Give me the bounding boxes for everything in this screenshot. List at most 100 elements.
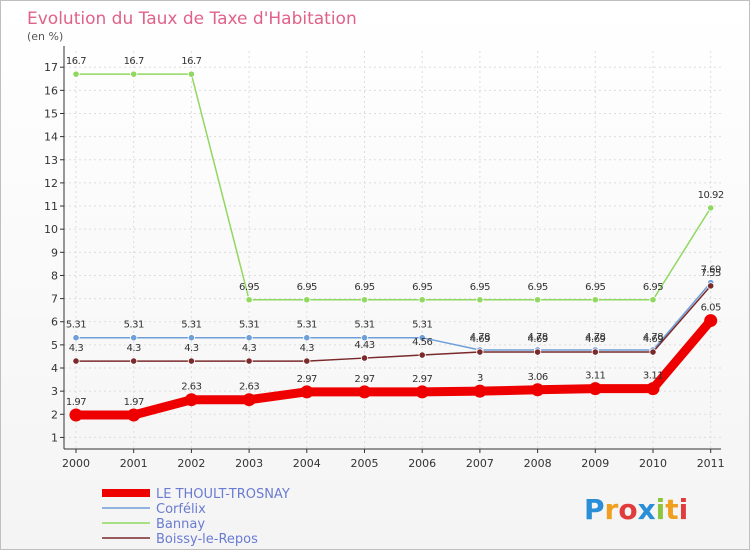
data-point: [300, 385, 314, 399]
data-point: [245, 357, 253, 365]
series-line: [75, 285, 712, 362]
data-point: [245, 334, 253, 342]
data-label: 4.3: [300, 343, 315, 354]
legend-entry: Bannay: [102, 517, 205, 532]
data-label: 7.55: [701, 268, 721, 279]
data-label: 10.92: [698, 190, 724, 201]
data-point: [360, 296, 369, 304]
series-layer: 1.97 1.97 2.63 2.63 2.97 2.97 2.97 3 3.06 3.11 3.1…: [66, 56, 724, 422]
data-point: [707, 204, 715, 212]
data-label: 4.78: [643, 332, 663, 343]
x-tick-label: 2011: [697, 457, 725, 470]
data-label: 2.97: [354, 374, 374, 385]
data-label: 16.7: [124, 56, 144, 67]
data-point: [187, 357, 195, 365]
data-label: 5.31: [354, 320, 374, 331]
data-point: [533, 348, 542, 356]
y-tick-label: 12: [44, 177, 58, 190]
data-label: 5.31: [297, 320, 317, 331]
data-point: [531, 383, 545, 397]
data-point: [418, 351, 426, 359]
data-label: 2.97: [297, 374, 317, 385]
data-point: [360, 334, 369, 342]
data-label: 3.11: [585, 371, 605, 382]
data-point: [473, 384, 487, 398]
data-point: [476, 348, 484, 356]
data-label: 4.69: [643, 334, 663, 345]
legend-label: LE THOULT-TROSNAY: [156, 487, 290, 502]
data-label: 6.95: [527, 282, 547, 293]
data-label: 6.95: [412, 282, 432, 293]
data-label: 1.97: [124, 397, 144, 408]
y-axis-unit-label: (en %): [27, 30, 63, 43]
data-label: 4.69: [470, 334, 490, 345]
series-line: [75, 73, 712, 301]
data-point: [303, 334, 311, 342]
series-corf-lix: [72, 279, 715, 354]
y-tick-label: 9: [51, 246, 58, 259]
data-label: 2.97: [412, 374, 432, 385]
data-point: [72, 357, 80, 365]
chart-title: Evolution du Taux de Taxe d'Habitation: [27, 9, 357, 29]
x-tick-label: 2004: [293, 457, 321, 470]
data-point: [415, 385, 429, 399]
data-label: 4.56: [412, 337, 432, 348]
logo-letter: x: [638, 493, 656, 526]
data-point: [704, 314, 718, 328]
data-point: [130, 70, 138, 78]
data-label: 5.31: [181, 320, 201, 331]
logo-letter: o: [618, 493, 637, 526]
legend-label: Bannay: [156, 517, 205, 532]
x-tick-label: 2008: [524, 457, 552, 470]
data-point: [588, 382, 602, 396]
data-label: 6.95: [354, 282, 374, 293]
data-point: [184, 393, 198, 407]
data-point: [476, 296, 484, 304]
data-label: 5.31: [66, 320, 86, 331]
logo-letter: i: [679, 493, 689, 526]
y-tick-label: 4: [51, 362, 58, 375]
legend-entry: Corfélix: [102, 502, 206, 517]
y-tick-label: 8: [51, 269, 58, 282]
data-point: [591, 296, 599, 304]
data-point: [358, 385, 371, 399]
data-label: 4.78: [585, 332, 605, 343]
data-label: 2.63: [181, 382, 201, 393]
data-point: [418, 296, 426, 304]
data-point: [127, 408, 141, 422]
y-tick-label: 11: [44, 200, 58, 213]
data-point: [242, 393, 256, 407]
data-label: 4.43: [354, 340, 374, 351]
legend-label: Corfélix: [156, 502, 206, 517]
legend-label: Boissy-le-Repos: [156, 532, 258, 547]
data-point: [72, 70, 80, 78]
series-line: [75, 281, 712, 351]
data-label: 3.11: [643, 371, 663, 382]
series-boissy-le-repos: [72, 282, 715, 365]
logo-letter: P: [584, 493, 605, 526]
series-line: [71, 316, 716, 420]
x-tick-label: 2010: [639, 457, 667, 470]
data-point: [245, 296, 253, 304]
data-label: 3.06: [527, 372, 547, 383]
data-point: [533, 296, 542, 304]
data-label: 5.31: [124, 320, 144, 331]
x-tick-label: 2009: [581, 457, 609, 470]
data-label: 6.95: [585, 282, 605, 293]
y-tick-label: 6: [51, 316, 58, 329]
data-point: [707, 282, 715, 290]
legend-entry: Boissy-le-Repos: [102, 532, 258, 547]
data-point: [646, 382, 660, 396]
data-point: [72, 334, 80, 342]
series-le-thoult-trosnay: [69, 314, 718, 422]
y-tick-label: 15: [44, 107, 58, 120]
logo-letter: i: [656, 493, 666, 526]
data-point: [303, 357, 311, 365]
data-label: 6.95: [297, 282, 317, 293]
x-tick-label: 2000: [62, 457, 90, 470]
x-tick-label: 2007: [466, 457, 494, 470]
data-point: [130, 357, 138, 365]
data-point: [591, 348, 599, 356]
